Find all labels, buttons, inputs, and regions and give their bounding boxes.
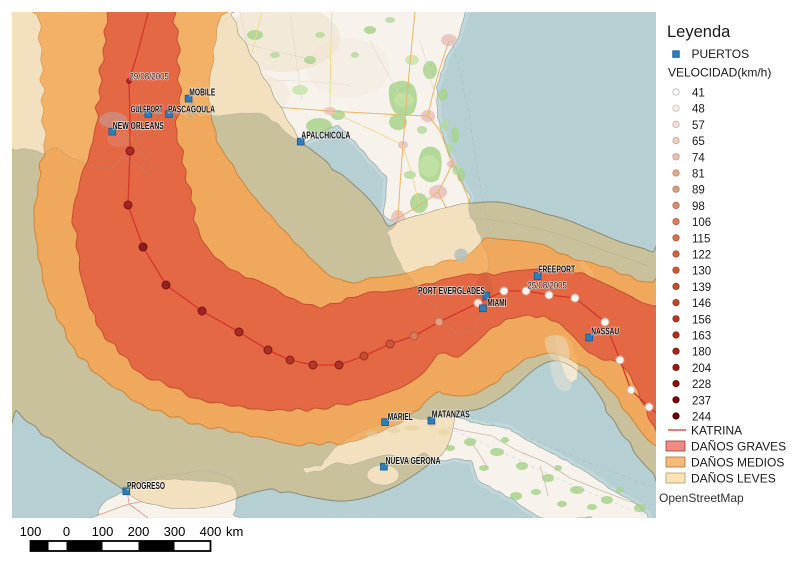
svg-text:29/08/2005: 29/08/2005 <box>129 72 169 83</box>
svg-text:100: 100 <box>20 524 42 539</box>
svg-text:GULFPORT: GULFPORT <box>131 104 163 115</box>
svg-text:NEW ORLEANS: NEW ORLEANS <box>113 121 164 132</box>
svg-text:KATRINA: KATRINA <box>691 424 742 438</box>
svg-text:139: 139 <box>692 282 711 294</box>
svg-text:228: 228 <box>692 379 711 391</box>
svg-text:FREEPORT: FREEPORT <box>538 264 575 275</box>
svg-text:PUERTOS: PUERTOS <box>692 47 750 61</box>
svg-text:DAÑOS LEVES: DAÑOS LEVES <box>691 472 776 486</box>
svg-text:180: 180 <box>692 347 711 359</box>
svg-text:89: 89 <box>692 185 705 197</box>
svg-text:km: km <box>226 524 243 539</box>
svg-text:130: 130 <box>692 266 711 278</box>
svg-text:VELOCIDAD(km/h): VELOCIDAD(km/h) <box>668 66 771 80</box>
svg-text:200: 200 <box>128 524 150 539</box>
svg-text:25/08/2005: 25/08/2005 <box>527 281 567 292</box>
svg-text:237: 237 <box>692 395 711 407</box>
svg-text:204: 204 <box>692 363 712 375</box>
svg-text:122: 122 <box>692 250 711 262</box>
svg-text:NUEVA GERONA: NUEVA GERONA <box>386 456 441 467</box>
svg-text:100: 100 <box>92 524 114 539</box>
svg-text:PROGRESO: PROGRESO <box>127 481 165 492</box>
svg-text:PORT EVERGLADES: PORT EVERGLADES <box>418 286 485 297</box>
svg-text:MOBILE: MOBILE <box>189 88 215 99</box>
svg-text:400: 400 <box>200 524 222 539</box>
svg-text:DAÑOS GRAVES: DAÑOS GRAVES <box>691 440 786 454</box>
svg-text:146: 146 <box>692 298 711 310</box>
svg-text:MIAMI: MIAMI <box>487 298 506 309</box>
svg-text:NASSAU: NASSAU <box>591 326 619 337</box>
svg-text:Leyenda: Leyenda <box>667 23 731 41</box>
svg-text:MARIEL: MARIEL <box>388 412 413 423</box>
svg-text:300: 300 <box>164 524 186 539</box>
svg-text:98: 98 <box>692 201 705 213</box>
svg-text:81: 81 <box>692 169 705 181</box>
svg-text:41: 41 <box>692 88 705 100</box>
svg-text:156: 156 <box>692 314 711 326</box>
svg-text:0: 0 <box>63 524 70 539</box>
svg-text:65: 65 <box>692 136 705 148</box>
svg-text:OpenStreetMap: OpenStreetMap <box>659 491 744 505</box>
svg-text:115: 115 <box>692 233 710 245</box>
svg-text:163: 163 <box>692 331 711 343</box>
svg-text:74: 74 <box>692 152 705 164</box>
svg-text:DAÑOS MEDIOS: DAÑOS MEDIOS <box>691 456 784 470</box>
svg-text:57: 57 <box>692 120 705 132</box>
svg-text:PASCAGOULA: PASCAGOULA <box>168 104 215 115</box>
svg-text:APALCHICOLA: APALCHICOLA <box>301 130 350 141</box>
svg-text:106: 106 <box>692 217 711 229</box>
svg-text:MATANZAS: MATANZAS <box>432 410 470 421</box>
svg-text:244: 244 <box>692 412 712 424</box>
svg-text:48: 48 <box>692 104 705 116</box>
